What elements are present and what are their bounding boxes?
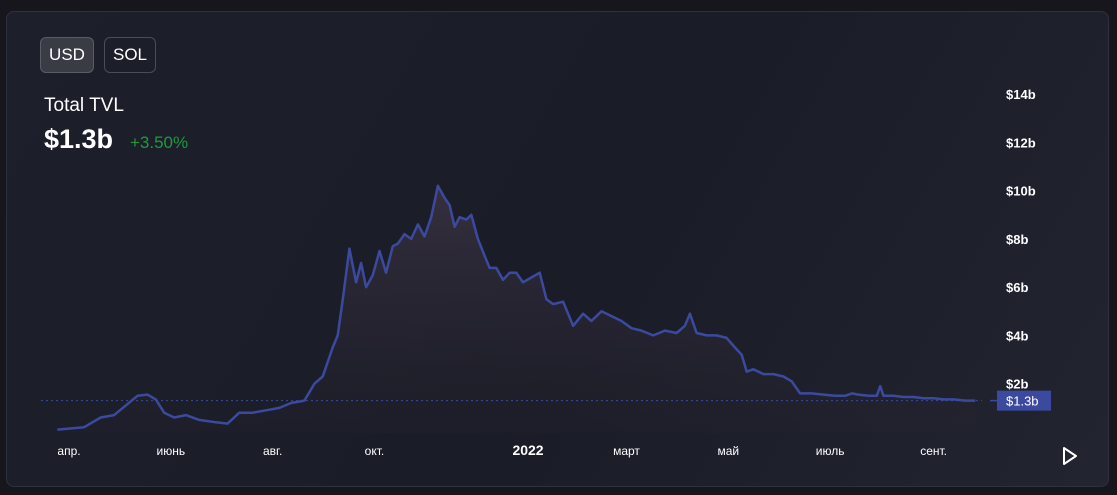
y-tick-label: $14b — [1006, 87, 1036, 102]
total-tvl-label: Total TVL — [44, 95, 124, 116]
y-tick-label: $4b — [1006, 328, 1028, 343]
y-tick-label: $10b — [1006, 184, 1036, 199]
x-tick-label: 2022 — [512, 442, 543, 458]
tvl-area-chart: $2b $4b $6b $8b $10b $12b $14b апр. июнь авг. окт… — [41, 87, 1051, 458]
x-tick-label: авг. — [263, 444, 282, 458]
sol-button[interactable]: SOL — [104, 37, 156, 73]
y-tick-label: $2b — [1006, 377, 1028, 392]
tvl-series-line — [57, 184, 976, 431]
x-tick-label: окт. — [365, 444, 385, 458]
x-tick-label: июль — [816, 444, 845, 458]
x-tick-label: сент. — [920, 444, 947, 458]
y-tick-label: $12b — [1006, 135, 1036, 150]
x-tick-label: март — [613, 444, 640, 458]
x-tick-label: май — [717, 444, 739, 458]
current-value-tag — [997, 390, 1051, 411]
tvl-change-percent: +3.50% — [130, 133, 189, 152]
current-value-label: $1.3b — [1006, 394, 1039, 409]
tvl-chart-card: USD SOL Total TVL $1.3b +3.50% $2b $4b $6b… — [6, 11, 1109, 487]
x-tick-label: июнь — [157, 444, 186, 458]
y-tick-label: $8b — [1006, 232, 1028, 247]
usd-button[interactable]: USD — [40, 37, 94, 73]
play-icon[interactable] — [1057, 444, 1081, 468]
x-tick-label: апр. — [57, 444, 80, 458]
total-tvl-value: $1.3b — [44, 124, 114, 154]
y-tick-label: $6b — [1006, 280, 1028, 295]
